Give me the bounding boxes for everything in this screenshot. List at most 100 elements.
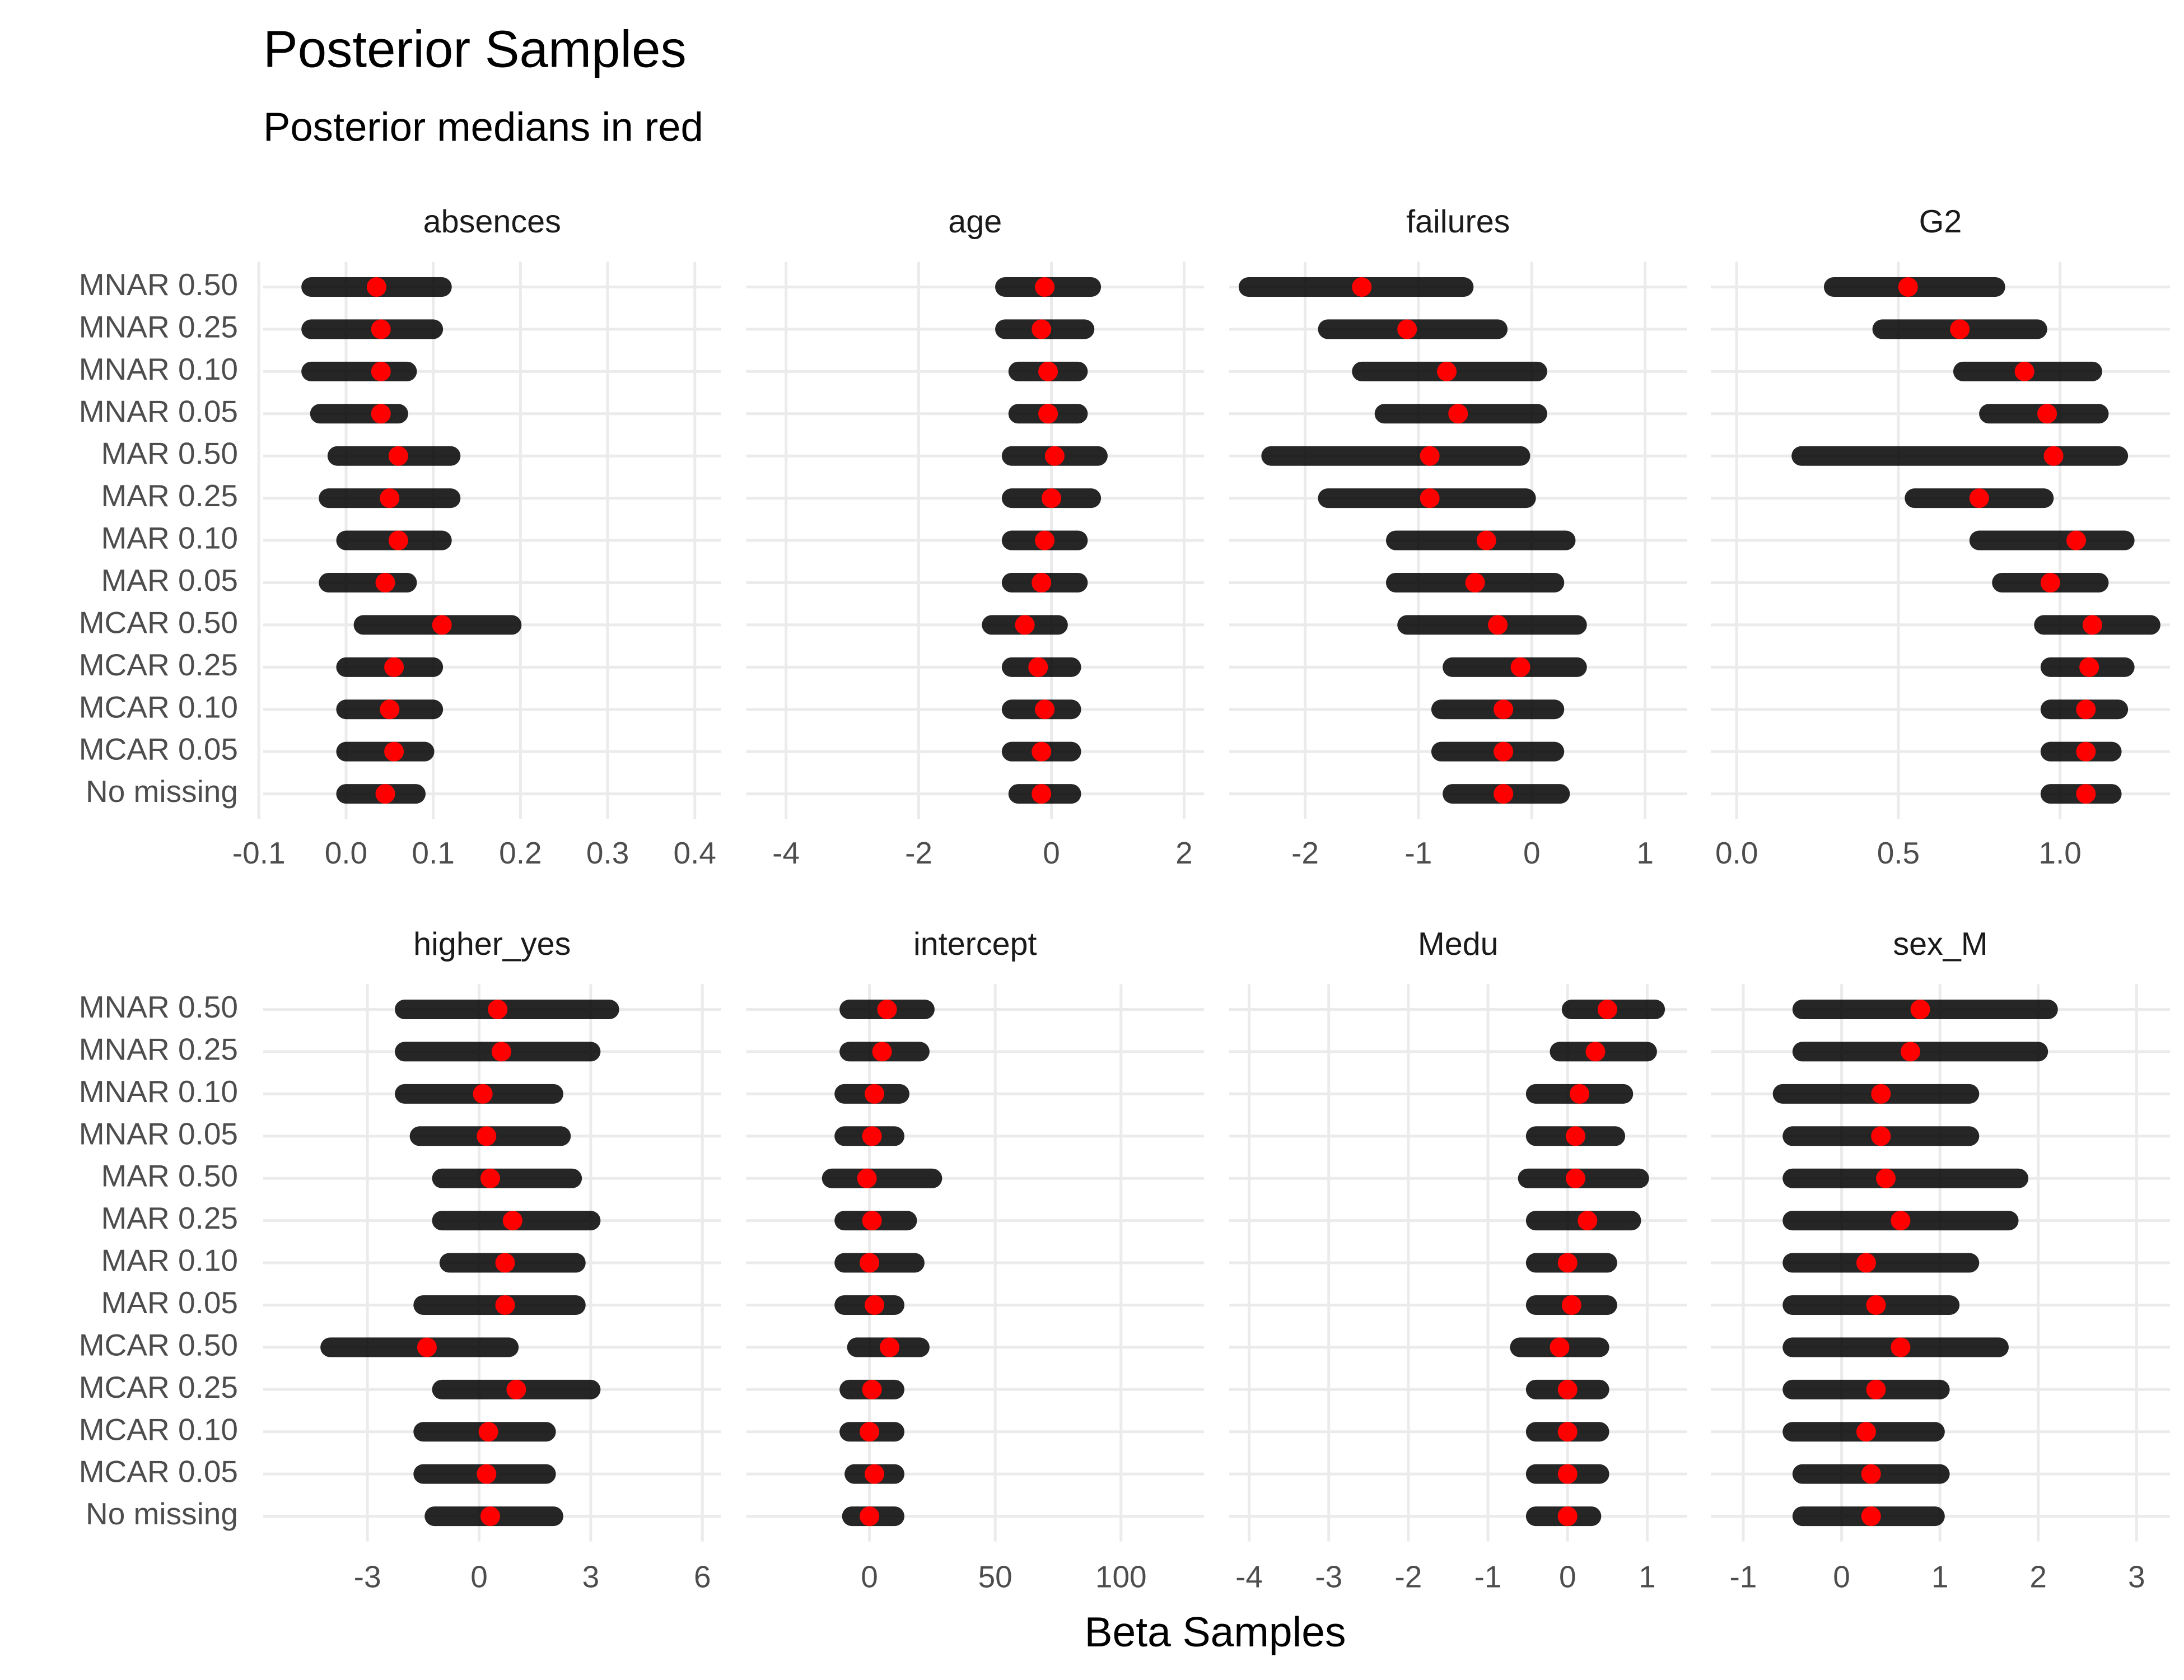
median-point [1042,488,1061,508]
median-point [1597,1000,1617,1019]
x-tick-label: -4 [1235,1560,1263,1594]
median-point [865,1295,885,1315]
x-tick-label: 0.0 [325,836,367,870]
median-point [491,1042,511,1062]
median-point [1044,446,1065,466]
facet-title: higher_yes [413,926,571,962]
x-tick-label: -4 [772,836,800,870]
median-point [1561,1295,1581,1315]
median-point [477,1464,497,1484]
x-tick-label: -2 [1291,836,1319,870]
y-tick-label: No missing [86,1496,238,1531]
median-point [862,1126,882,1146]
x-tick-label: 2 [1175,836,1193,870]
median-point [380,488,400,508]
median-point [877,1000,897,1019]
median-point [880,1337,900,1357]
median-point [384,741,404,762]
median-point [1871,1084,1891,1104]
median-point [371,319,391,339]
median-point [1448,404,1468,424]
median-point [1570,1084,1590,1104]
median-point [1898,277,1918,297]
facet-title: failures [1406,204,1510,240]
y-tick-label: MNAR 0.10 [79,1074,238,1109]
median-point [1494,699,1514,720]
x-tick-label: 3 [2128,1560,2145,1594]
y-tick-label: MNAR 0.25 [79,1032,238,1066]
median-point [388,446,408,466]
median-point [1488,615,1508,635]
median-point [1861,1464,1881,1484]
median-point [1891,1337,1911,1357]
chart-title: Posterior Samples [263,20,687,78]
y-tick-label: MCAR 0.25 [79,1370,238,1404]
median-point [2040,572,2060,592]
x-tick-label: -3 [1315,1560,1342,1594]
facet-title: Medu [1418,926,1499,962]
x-axis-label: Beta Samples [1085,1608,1346,1655]
median-point [865,1084,885,1104]
facet-title: G2 [1919,204,1962,240]
x-tick-label: 0.4 [674,836,716,870]
median-point [2076,784,2096,804]
median-point [375,572,395,592]
median-point [1950,319,1970,339]
y-tick-label: MCAR 0.25 [79,647,238,682]
x-tick-label: 0 [470,1560,488,1594]
median-point [1510,657,1530,677]
median-point [1352,277,1372,297]
y-tick-label: MCAR 0.50 [79,1327,238,1362]
y-tick-label: MCAR 0.10 [79,1412,238,1446]
x-tick-label: 0.1 [412,836,454,870]
median-point [388,530,408,550]
median-point [495,1295,515,1315]
median-point [477,1126,497,1146]
median-point [480,1506,500,1527]
median-point [1015,615,1035,635]
y-tick-label: MNAR 0.05 [79,394,238,428]
median-point [506,1379,526,1399]
y-tick-label: MCAR 0.10 [79,689,238,724]
median-point [1550,1337,1570,1357]
x-tick-label: 0 [1833,1560,1850,1594]
median-point [1032,319,1052,339]
median-point [1494,741,1514,762]
median-point [371,361,391,381]
x-tick-label: 0 [1523,836,1541,870]
median-point [1557,1379,1578,1399]
median-point [1856,1253,1876,1273]
median-point [1891,1211,1911,1231]
x-tick-label: -0.1 [232,836,286,870]
median-point [473,1084,493,1104]
median-point [480,1168,500,1188]
facet-title: age [948,204,1002,240]
median-point [478,1422,498,1442]
x-tick-label: 0.3 [586,836,629,870]
median-point [1420,446,1440,466]
x-tick-label: 0.2 [499,836,542,870]
median-point [1565,1168,1585,1188]
y-tick-label: MCAR 0.05 [79,1454,238,1489]
x-tick-label: 0 [1043,836,1060,870]
median-point [1866,1295,1886,1315]
y-tick-label: MAR 0.10 [101,1243,238,1278]
median-point [1035,699,1055,720]
median-point [1032,572,1052,592]
x-tick-label: 0 [861,1560,878,1594]
median-point [1038,361,1058,381]
median-point [488,1000,508,1019]
median-point [2037,404,2057,424]
y-tick-label: MNAR 0.50 [79,267,238,302]
y-tick-label: MCAR 0.05 [79,732,238,767]
median-point [1465,572,1485,592]
median-point [1397,319,1417,339]
median-point [1900,1042,1920,1062]
median-point [862,1379,882,1399]
median-point [1557,1464,1578,1484]
x-tick-label: -2 [1394,1560,1422,1594]
y-tick-label: MAR 0.05 [101,1285,238,1320]
x-tick-label: -2 [905,836,932,870]
x-tick-label: -3 [354,1560,381,1594]
